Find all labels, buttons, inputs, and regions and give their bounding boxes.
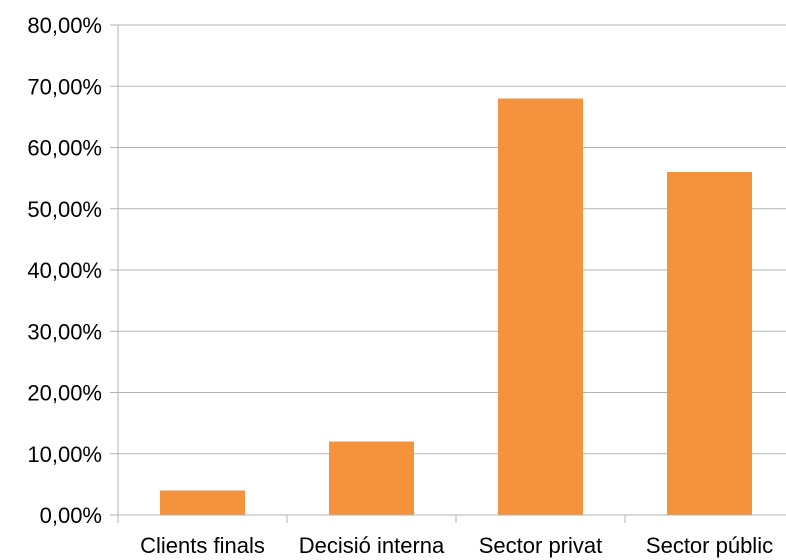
y-tick-label: 50,00% bbox=[27, 197, 102, 222]
y-tick-label: 0,00% bbox=[40, 503, 102, 528]
bars bbox=[160, 98, 752, 515]
y-tick-label: 20,00% bbox=[27, 381, 102, 406]
bar-clients-finals bbox=[160, 490, 245, 515]
y-tick-label: 80,00% bbox=[27, 13, 102, 38]
x-category-label: Sector públic bbox=[646, 533, 773, 558]
axes bbox=[110, 24, 786, 523]
y-tick-label: 30,00% bbox=[27, 319, 102, 344]
x-category-label: Decisió interna bbox=[299, 533, 445, 558]
x-category-labels: Clients finals Decisió interna Sector priv… bbox=[140, 533, 773, 558]
y-tick-label: 10,00% bbox=[27, 442, 102, 467]
y-tick-label: 70,00% bbox=[27, 74, 102, 99]
y-tick-labels: 0,00% 10,00% 20,00% 30,00% 40,00% 50,00% 60,00… bbox=[27, 13, 102, 528]
bar-decisi-interna bbox=[329, 441, 414, 515]
x-category-label: Clients finals bbox=[140, 533, 265, 558]
y-tick-label: 60,00% bbox=[27, 136, 102, 161]
bar-sector-privat bbox=[498, 98, 583, 515]
x-category-label: Sector privat bbox=[479, 533, 603, 558]
bar-sector-p-blic bbox=[667, 172, 752, 515]
gridlines bbox=[118, 24, 786, 455]
y-tick-label: 40,00% bbox=[27, 258, 102, 283]
